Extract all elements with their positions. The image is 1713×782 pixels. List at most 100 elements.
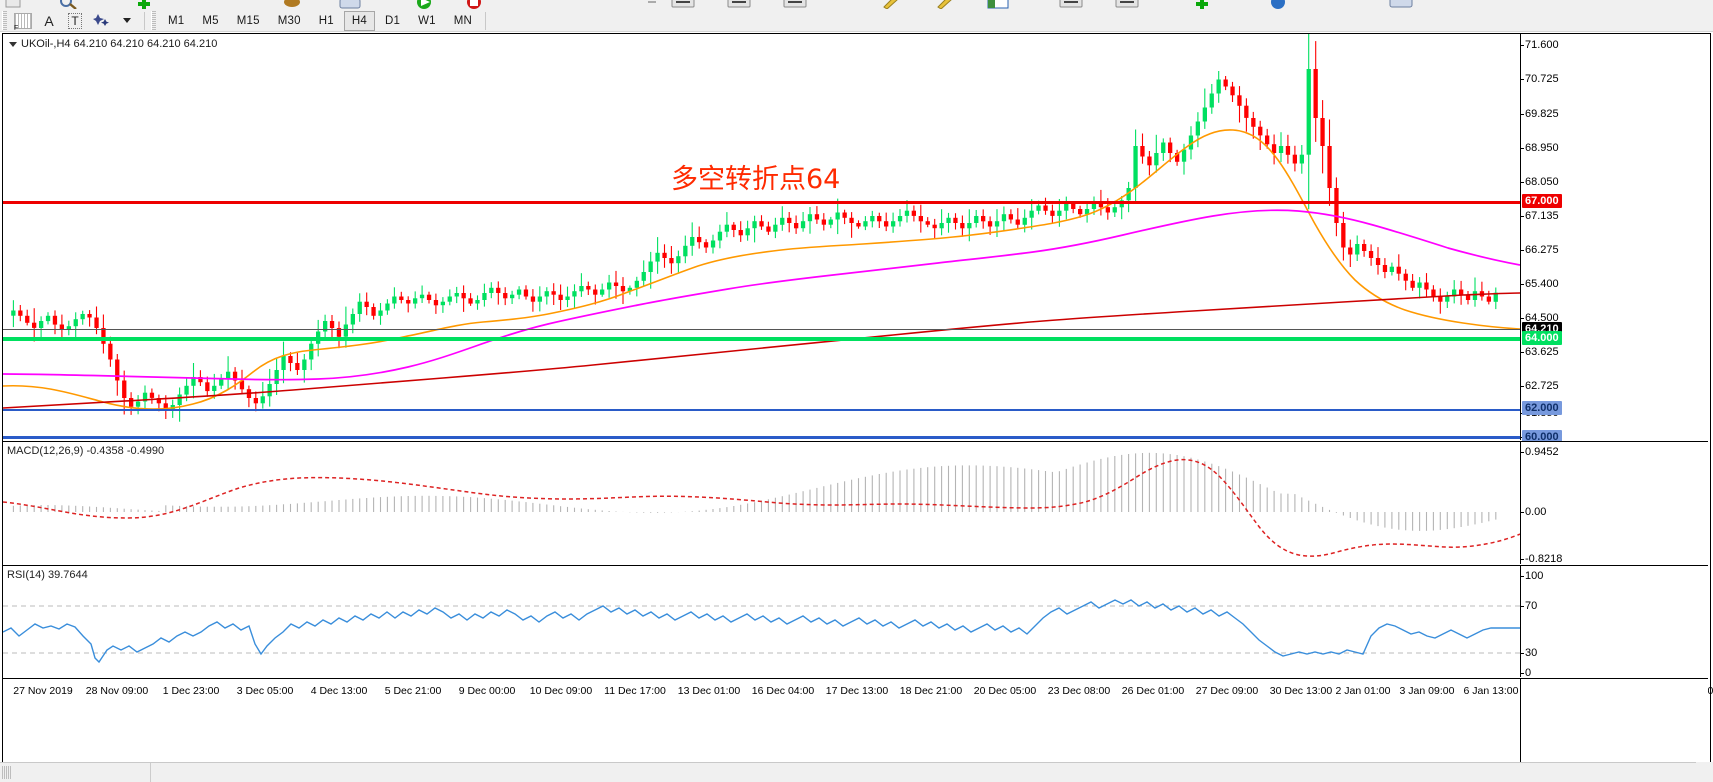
price-panel[interactable]: UKOil-,H4 64.210 64.210 64.210 64.210 多空…	[3, 34, 1708, 444]
price-tick: 64.500	[1521, 312, 1559, 324]
time-label: 23 Dec 08:00	[1047, 685, 1111, 697]
toolbar-grip-1[interactable]	[2, 11, 7, 30]
macd-axis[interactable]: 0.9452 0.00 -0.8218	[1520, 442, 1708, 565]
timeframe-m5[interactable]: M5	[202, 14, 219, 27]
time-label: 28 Nov 09:00	[85, 685, 149, 697]
statusbar-cell-2	[151, 763, 1713, 782]
scroll-corner	[1696, 762, 1713, 782]
timeframe-h1[interactable]: H1	[318, 14, 334, 27]
chevron-down-icon[interactable]	[115, 10, 139, 31]
time-label: 18 Dec 21:00	[899, 685, 963, 697]
timeframe-m15[interactable]: M15	[236, 14, 260, 27]
time-label: 10 Dec 09:00	[529, 685, 593, 697]
level-line-64	[3, 337, 1520, 341]
price-tick: 68.950	[1521, 142, 1559, 154]
crosshair-icon[interactable]: F	[11, 10, 35, 32]
price-tick: 65.400	[1521, 278, 1559, 290]
rsi-series	[3, 599, 1520, 664]
time-label: 2 Jan 01:00	[1335, 685, 1391, 697]
price-tick: 67.135	[1521, 210, 1559, 222]
price-tick: 63.625	[1521, 346, 1559, 358]
statusbar-grip[interactable]	[2, 766, 11, 779]
rsi-panel[interactable]: RSI(14) 39.7644 100 70 30 0	[3, 565, 1708, 679]
chart-frame: UKOil-,H4 64.210 64.210 64.210 64.210 多空…	[2, 33, 1713, 772]
level-tag-62: 62.000	[1522, 401, 1562, 415]
text-tool-label: A	[44, 12, 54, 29]
macd-label: MACD(12,26,9) -0.4358 -0.4990	[7, 445, 165, 457]
time-label: 1 Dec 23:00	[162, 685, 220, 697]
symbol-header: UKOil-,H4 64.210 64.210 64.210 64.210	[9, 38, 217, 50]
time-label: 5 Dec 21:00	[384, 685, 442, 697]
text-tool-button[interactable]: A	[37, 10, 61, 31]
shapes-icon[interactable]	[89, 10, 113, 31]
time-label: 11 Dec 17:00	[604, 685, 666, 697]
macd-tick: 0.9452	[1521, 446, 1559, 458]
time-label: 13 Dec 01:00	[677, 685, 741, 697]
toolbar-lower-row: F A T M1 M5 M15 M30	[0, 9, 1713, 32]
macd-tick: -0.8218	[1520, 553, 1563, 565]
macd-tick: 0.00	[1520, 506, 1547, 518]
time-label: 3 Dec 05:00	[236, 685, 294, 697]
time-label: 20 Dec 05:00	[973, 685, 1037, 697]
price-tick: 71.600	[1521, 39, 1559, 51]
level-tag-67: 67.000	[1522, 194, 1562, 208]
timeframe-m30[interactable]: M30	[277, 14, 301, 27]
timeframe-d1[interactable]: D1	[384, 14, 401, 27]
toolbar-separator-2	[485, 11, 487, 30]
price-plot-area[interactable]: 多空转折点64	[3, 34, 1520, 440]
level-tag-64: 64.000	[1522, 331, 1562, 345]
time-axis-labels: 27 Nov 2019 28 Nov 09:00 1 Dec 23:00 3 D…	[3, 679, 1713, 771]
time-label: 17 Dec 13:00	[825, 685, 889, 697]
time-label: 27 Nov 2019	[13, 685, 73, 697]
time-axis[interactable]: 27 Nov 2019 28 Nov 09:00 1 Dec 23:00 3 D…	[3, 678, 1713, 771]
text-label-tool-button[interactable]: T	[63, 10, 87, 31]
timeframe-mn[interactable]: MN	[453, 14, 473, 27]
rsi-label: RSI(14) 39.7644	[7, 569, 88, 581]
timeframe-m1[interactable]: M1	[168, 14, 185, 27]
macd-plot-area[interactable]	[3, 442, 1520, 564]
status-bar	[0, 762, 1713, 782]
shapes-glyph	[92, 14, 109, 26]
price-tick: 70.725	[1521, 73, 1559, 85]
rsi-tick: 100	[1520, 570, 1544, 582]
collapse-caret-icon[interactable]	[9, 41, 17, 47]
rsi-tick: 70	[1520, 600, 1538, 612]
time-label: 3 Jan 09:00	[1399, 685, 1455, 697]
rsi-tick: 0	[1520, 667, 1532, 679]
crosshair-icon-label: F	[14, 24, 19, 32]
time-label: 4 Dec 13:00	[310, 685, 368, 697]
toolbar-separator-1	[144, 11, 145, 30]
toolbar-grip-2[interactable]	[151, 11, 156, 30]
level-line-60	[3, 436, 1520, 439]
statusbar-cell-1	[11, 763, 151, 782]
price-tick: 62.725	[1521, 380, 1559, 392]
level-line-62	[3, 409, 1520, 411]
timeframe-w1[interactable]: W1	[418, 14, 436, 27]
macd-panel[interactable]: MACD(12,26,9) -0.4358 -0.4990 0.9452 0.0…	[3, 441, 1708, 565]
rsi-tick: 30	[1520, 647, 1538, 659]
macd-series	[3, 452, 1520, 557]
level-line-67	[3, 201, 1520, 204]
rsi-plot-area[interactable]	[3, 566, 1520, 677]
timeframe-h4[interactable]: H4	[343, 10, 375, 31]
text-label-tool-label: T	[68, 12, 82, 29]
level-tag-60: 60.000	[1522, 430, 1562, 444]
candlestick-series	[3, 34, 1520, 422]
chart-annotation: 多空转折点64	[671, 164, 841, 195]
rsi-axis[interactable]: 100 70 30 0	[1520, 566, 1708, 679]
price-tick: 66.275	[1521, 244, 1559, 256]
time-label: 27 Dec 09:00	[1195, 685, 1259, 697]
toolbar-upper-row	[0, 0, 1713, 9]
time-label: 9 Dec 00:00	[458, 685, 516, 697]
time-axis-corner	[1520, 679, 1708, 771]
price-axis[interactable]: 71.600 70.725 69.825 68.950 68.050 67.13…	[1520, 34, 1708, 444]
toolbar: F A T M1 M5 M15 M30	[0, 0, 1713, 32]
time-label: 6 Jan 13:00	[1463, 685, 1519, 697]
symbol-header-text: UKOil-,H4 64.210 64.210 64.210 64.210	[21, 38, 218, 50]
toolbar-upper-icons	[5, 0, 1413, 9]
time-label: 30 Dec 13:00	[1269, 685, 1333, 697]
level-line-64210	[3, 329, 1520, 330]
price-tick: 68.050	[1521, 176, 1559, 188]
time-label: 26 Dec 01:00	[1121, 685, 1185, 697]
